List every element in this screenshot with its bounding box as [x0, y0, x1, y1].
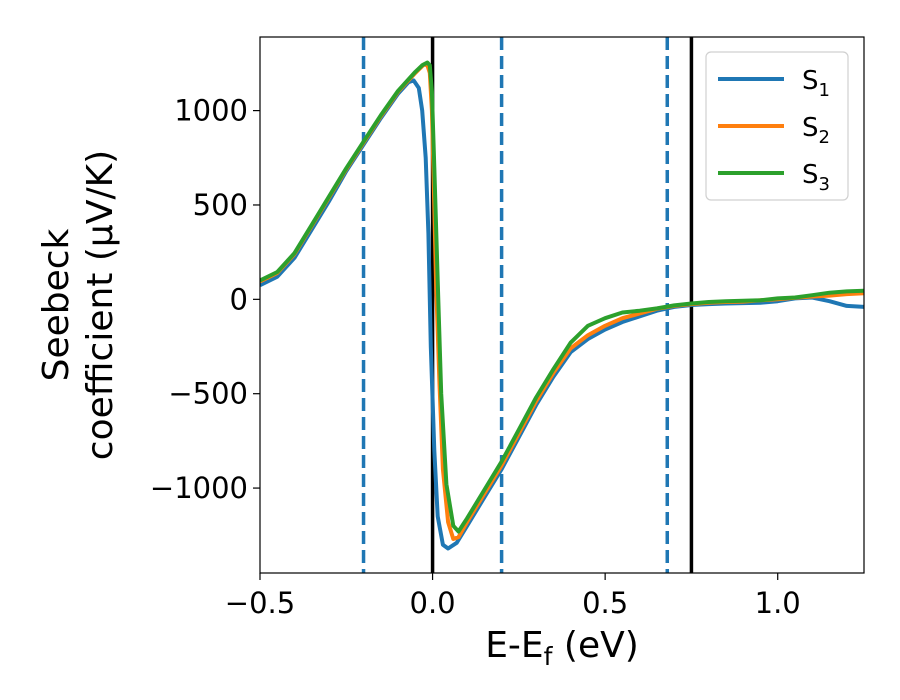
x-tick-label: −0.5: [225, 586, 295, 620]
y-tick-label: −500: [168, 377, 248, 411]
y-axis-label-line1: Seebeck: [36, 228, 77, 381]
y-tick-label: 500: [193, 188, 248, 222]
plot-frame: [259, 36, 865, 574]
x-tick-label: 0.0: [410, 586, 456, 620]
legend: S1 S2 S3: [705, 51, 849, 201]
x-axis-label: E-Ef (eV): [485, 625, 639, 671]
y-axis-label: Seebeck coefficient (μV/K): [36, 150, 121, 460]
legend-label-S3: S3: [802, 160, 830, 195]
x-label-base: E-E: [485, 625, 543, 666]
data-series: [260, 60, 864, 551]
series-line-S3: [260, 60, 864, 534]
y-axis-ticks: −1000 −500 0 500 1000: [150, 94, 260, 505]
y-tick-label: −1000: [150, 471, 248, 505]
legend-label-S1: S1: [802, 66, 830, 101]
legend-label-S2: S2: [802, 113, 830, 148]
x-axis-ticks: −0.5 0.0 0.5 1.0: [225, 573, 801, 620]
x-label-subscript: f: [544, 642, 554, 671]
x-label-tail: (eV): [552, 625, 638, 666]
x-tick-label: 1.0: [755, 586, 801, 620]
y-tick-label: 1000: [174, 94, 248, 128]
x-tick-label: 0.5: [582, 586, 628, 620]
y-tick-label: 0: [230, 282, 248, 316]
y-axis-label-line2: coefficient (μV/K): [80, 150, 121, 460]
